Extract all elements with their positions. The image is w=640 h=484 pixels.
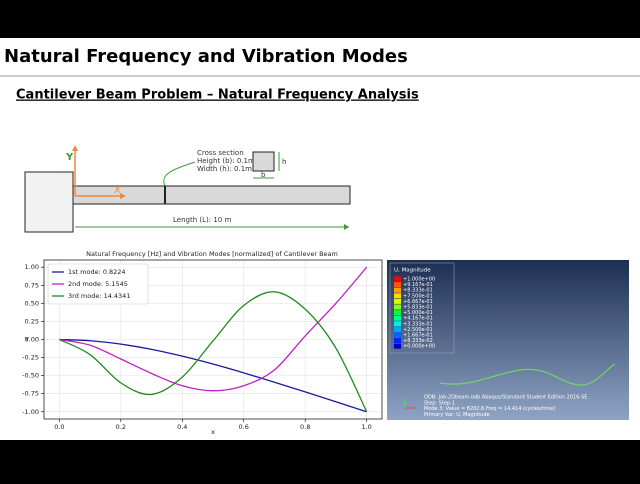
fea-legend-swatch <box>394 315 401 321</box>
fea-legend-swatch <box>394 304 401 310</box>
beam-diagram: Y X Cross section Height (b): 0.1m Width… <box>24 145 351 233</box>
x-axis-label: x <box>211 428 215 436</box>
cross-section-text: Cross section <box>197 149 244 157</box>
fea-legend-value: +6.667e-01 <box>403 299 433 305</box>
fea-legend-swatch <box>394 310 401 316</box>
fea-legend-value: +8.333e-01 <box>403 288 433 294</box>
legend-label: 3rd mode: 14.4341 <box>68 292 130 300</box>
y-arrowhead <box>72 145 78 151</box>
fea-legend-value: +2.500e-01 <box>403 327 433 333</box>
series-line <box>59 291 368 413</box>
x-tick-label: 0.2 <box>116 423 126 431</box>
y-tick-label: 0.00 <box>25 336 39 344</box>
fea-mode-shape <box>439 363 616 386</box>
y-tick-label: 0.50 <box>25 299 39 307</box>
fea-legend-value: +5.833e-01 <box>403 305 433 311</box>
x-arrowhead <box>120 193 126 199</box>
fea-legend-value: +1.667e-01 <box>403 333 433 339</box>
fea-legend-box <box>389 262 455 354</box>
fea-legend-swatch <box>394 338 401 344</box>
callout <box>163 161 196 187</box>
plot-frame <box>43 259 383 420</box>
fea-legend-swatch <box>394 276 401 282</box>
wall <box>24 171 74 233</box>
length-label: Length (L): 10 m <box>173 216 231 224</box>
fea-legend-swatch <box>394 293 401 299</box>
series-line <box>59 266 368 392</box>
y-tick-label: -0.50 <box>22 372 39 380</box>
x-tick-label: 1.0 <box>361 423 371 431</box>
chart-title: Natural Frequency [Hz] and Vibration Mod… <box>86 250 338 258</box>
y-axis-label: Y <box>24 336 29 344</box>
section-square <box>252 151 275 172</box>
y-tick-label: -0.25 <box>22 354 39 362</box>
fea-info: Step: Step-1 <box>424 400 455 406</box>
fea-legend-swatch <box>394 298 401 304</box>
slide-subtitle: Cantilever Beam Problem – Natural Freque… <box>16 88 419 103</box>
beam <box>72 185 351 205</box>
fea-legend-swatch <box>394 321 401 327</box>
legend-label: 2nd mode: 5.1545 <box>68 280 128 288</box>
cross-section-text: Height (b): 0.1m <box>197 157 255 165</box>
fea-legend-title: U, Magnitude <box>394 268 431 274</box>
x-tick-label: 0.4 <box>177 423 187 431</box>
h-label: h <box>282 158 286 166</box>
fea-legend-value: +0.000e+00 <box>403 344 435 350</box>
y-axis-label: Y <box>65 152 74 163</box>
y-tick-label: -0.75 <box>22 390 39 398</box>
x-tick-label: 0.0 <box>54 423 64 431</box>
fea-legend: U, Magnitude+1.000e+00+9.167e-01+8.333e-… <box>394 268 587 418</box>
y-tick-label: -1.00 <box>22 408 39 416</box>
x-tick-label: 0.6 <box>239 423 249 431</box>
y-tick-label: 0.75 <box>25 281 39 289</box>
x-tick-label: 0.8 <box>300 423 310 431</box>
fea-legend-value: +8.333e-02 <box>403 338 433 344</box>
legend-box <box>47 263 149 305</box>
top-bar <box>0 0 640 38</box>
fea-legend-swatch <box>394 287 401 293</box>
fea-legend-value: +7.500e-01 <box>403 293 433 299</box>
fea-legend-value: +9.167e-01 <box>403 282 433 288</box>
fea-image <box>387 260 629 420</box>
fea-info: Primary Var: U, Magnitude <box>424 412 490 418</box>
x-axis-label: X <box>114 185 121 196</box>
fea-legend-swatch <box>394 282 401 288</box>
fea-legend-value: +5.000e-01 <box>403 310 433 316</box>
y-tick-label: 1.00 <box>25 263 39 271</box>
fea-legend-value: +1.000e+00 <box>403 277 435 283</box>
legend-label: 1st mode: 0.8224 <box>68 268 126 276</box>
y-tick-label: 0.25 <box>25 317 39 325</box>
fea-info: Mode 3: Value = 8202.6 Freq = 14.414 (cy… <box>424 406 555 412</box>
fea-legend-swatch <box>394 332 401 338</box>
fea-info: ODB: Job-2Dbeam.odb Abaqus/Standard Stud… <box>424 395 587 401</box>
fea-legend-swatch <box>394 343 401 349</box>
series-line <box>59 338 367 413</box>
cross-section-text: Width (h): 0.1m <box>197 165 252 173</box>
slide-title: Natural Frequency and Vibration Modes <box>4 46 408 67</box>
fea-legend-value: +3.333e-01 <box>403 321 433 327</box>
bottom-bar <box>0 440 640 480</box>
fea-legend-value: +4.167e-01 <box>403 316 433 322</box>
chart: Natural Frequency [Hz] and Vibration Mod… <box>22 250 383 436</box>
length-arrowhead <box>344 224 349 230</box>
fea-legend-swatch <box>394 326 401 332</box>
b-label: b <box>261 171 266 179</box>
